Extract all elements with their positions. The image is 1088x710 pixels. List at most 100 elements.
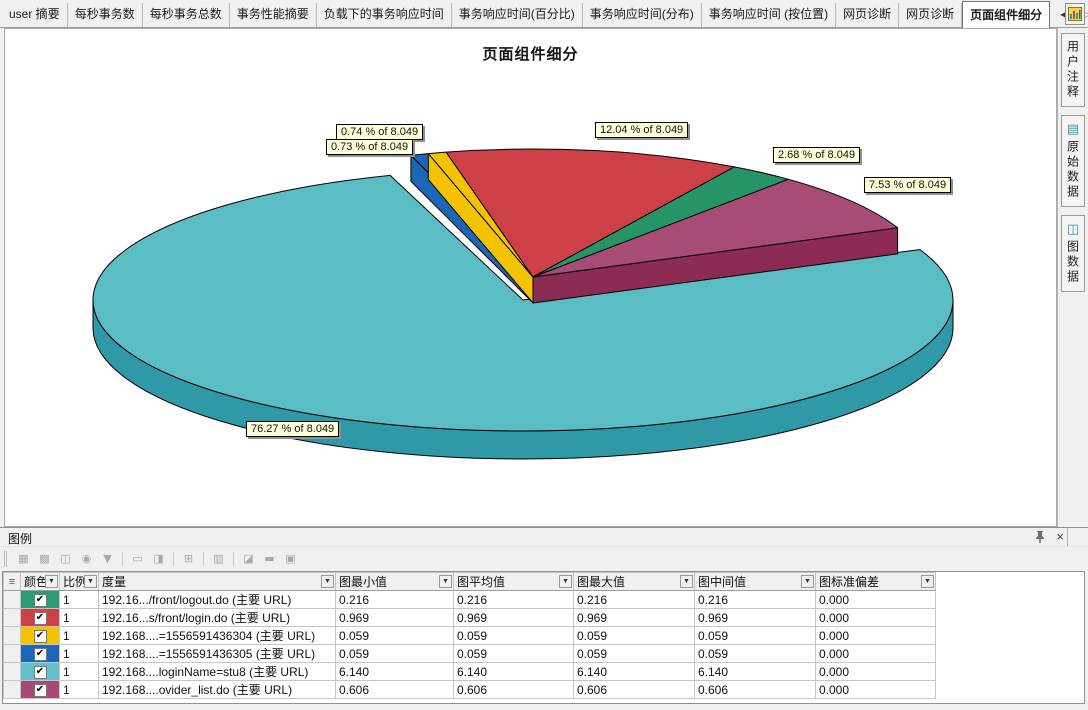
cell-median: 0.606: [694, 680, 816, 699]
row-checkbox[interactable]: ✔: [33, 593, 47, 607]
tab-total-transactions-per-second[interactable]: 每秒事务总数: [143, 3, 230, 27]
cell-stddev: 0.000: [815, 590, 936, 609]
row-checkbox[interactable]: ✔: [33, 629, 47, 643]
checkmark-icon: ✔: [35, 684, 45, 696]
checkmark-icon: ✔: [35, 648, 45, 660]
legend-toolbar-icon[interactable]: ▥: [213, 551, 224, 565]
tab-page-component-breakdown[interactable]: 页面组件细分: [962, 1, 1051, 28]
column-header-graph-min[interactable]: 图最小值 ▼: [335, 572, 454, 591]
column-header-graph-stddev[interactable]: 图标准偏差 ▼: [815, 572, 936, 591]
side-tab-graph-data-label: 图数据: [1065, 240, 1080, 285]
column-header-scale[interactable]: 比例 ▼: [59, 572, 99, 591]
color-swatch: ✔: [20, 662, 60, 681]
filter-dropdown-icon[interactable]: ▼: [801, 575, 814, 588]
row-selector[interactable]: [3, 608, 21, 627]
tab-transactions-per-second[interactable]: 每秒事务数: [68, 3, 143, 27]
filter-dropdown-icon[interactable]: ▼: [559, 575, 572, 588]
table-row: ✔ 1 192.168....ovider_list.do (主要 URL) 0…: [3, 680, 936, 699]
row-selector[interactable]: [3, 590, 21, 609]
row-checkbox[interactable]: ✔: [33, 647, 47, 661]
graph-tab-bar: user 摘要 每秒事务数 每秒事务总数 事务性能摘要 负载下的事务响应时间 事…: [0, 0, 1088, 28]
legend-toolbar-icon[interactable]: ◪: [243, 551, 254, 565]
cell-min: 6.140: [335, 662, 454, 681]
filter-dropdown-icon[interactable]: ▼: [84, 575, 97, 588]
row-checkbox[interactable]: ✔: [33, 665, 47, 679]
side-tab-graph-data[interactable]: ◫ 图数据: [1061, 215, 1085, 292]
graph-list-icon[interactable]: [1065, 3, 1085, 25]
side-tab-raw-data[interactable]: ▤ 原始数据: [1061, 115, 1085, 207]
column-header-measure[interactable]: 度量 ▼: [98, 572, 336, 591]
row-selector-icon[interactable]: ≡: [3, 572, 21, 591]
legend-close-icon[interactable]: ×: [1056, 529, 1064, 544]
legend-titlebar: 图例 ×: [0, 528, 1088, 546]
row-selector[interactable]: [3, 680, 21, 699]
row-checkbox[interactable]: ✔: [33, 611, 47, 625]
checkmark-icon: ✔: [35, 594, 45, 606]
tab-user-summary[interactable]: user 摘要: [2, 3, 68, 27]
legend-toolbar-icon[interactable]: ◫: [60, 551, 71, 565]
legend-toolbar-icon[interactable]: ▩: [39, 551, 50, 565]
column-header-color[interactable]: 颜色 ▼: [20, 572, 60, 591]
row-selector[interactable]: [3, 626, 21, 645]
tab-transaction-performance-summary[interactable]: 事务性能摘要: [230, 3, 317, 27]
row-selector[interactable]: [3, 662, 21, 681]
row-selector[interactable]: [3, 644, 21, 663]
pie-slice-stu8[interactable]: [92, 174, 954, 432]
toolbar-grip[interactable]: [4, 550, 7, 567]
tab-transaction-response-under-load[interactable]: 负载下的事务响应时间: [317, 3, 452, 27]
cell-median: 0.216: [694, 590, 816, 609]
legend-table: ≡ 颜色 ▼ 比例 ▼ 度量 ▼ 图最小值 ▼ 图平均值 ▼ 图最大值 ▼ 图中间值 ▼ 图标…: [3, 572, 936, 699]
cell-max: 6.140: [573, 662, 695, 681]
cell-min: 0.969: [335, 608, 454, 627]
cell-stddev: 0.000: [815, 644, 936, 663]
checkmark-icon: ✔: [35, 630, 45, 642]
column-header-graph-max[interactable]: 图最大值 ▼: [573, 572, 695, 591]
checkmark-icon: ✔: [35, 612, 45, 624]
legend-header-row: ≡ 颜色 ▼ 比例 ▼ 度量 ▼ 图最小值 ▼ 图平均值 ▼ 图最大值 ▼ 图中间值 ▼ 图标…: [3, 572, 936, 591]
filter-dropdown-icon[interactable]: ▼: [439, 575, 452, 588]
column-header-graph-median[interactable]: 图中间值 ▼: [694, 572, 816, 591]
pin-icon[interactable]: [1034, 530, 1046, 544]
tab-scroll-left-icon[interactable]: ◀: [1060, 7, 1069, 21]
cell-median: 6.140: [694, 662, 816, 681]
legend-toolbar-icon[interactable]: ▬: [264, 551, 275, 565]
filter-dropdown-icon[interactable]: ▼: [45, 575, 58, 588]
color-swatch: ✔: [20, 608, 60, 627]
legend-toolbar-icon[interactable]: ▦: [18, 551, 29, 565]
legend-toolbar-icon[interactable]: ⊞: [183, 551, 194, 565]
filter-dropdown-icon[interactable]: ▼: [921, 575, 934, 588]
tab-transaction-response-percentile[interactable]: 事务响应时间(百分比): [452, 3, 583, 27]
cell-max: 0.216: [573, 590, 695, 609]
legend-toolbar-icon[interactable]: ◉: [81, 551, 92, 565]
color-swatch: ✔: [20, 680, 60, 699]
cell-measure: 192.16.../front/logout.do (主要 URL): [98, 590, 336, 609]
legend-toolbar-icon[interactable]: ▭: [132, 551, 143, 565]
legend-toolbar-icon[interactable]: ▣: [285, 551, 296, 565]
color-swatch: ✔: [20, 590, 60, 609]
cell-stddev: 0.000: [815, 662, 936, 681]
tab-transaction-response-by-location[interactable]: 事务响应时间 (按位置): [702, 3, 837, 27]
tab-transaction-response-distribution[interactable]: 事务响应时间(分布): [583, 3, 702, 27]
side-tab-raw-data-label: 原始数据: [1065, 140, 1080, 200]
pie-slice-provider-list[interactable]: [532, 178, 899, 278]
mini-chart-icon: [1068, 7, 1082, 21]
cell-min: 0.606: [335, 680, 454, 699]
cell-max: 0.059: [573, 644, 695, 663]
pie-slice-login[interactable]: [445, 148, 735, 278]
filter-dropdown-icon[interactable]: ▼: [680, 575, 693, 588]
tab-web-page-diagnostics-1[interactable]: 网页诊断: [836, 3, 900, 27]
filter-dropdown-icon[interactable]: ▼: [321, 575, 334, 588]
legend-panel: 图例 × ▦ ▩ ◫ ◉ ▼ ▭ ◨ ⊞ ▥ ◪ ▬ ▣: [0, 527, 1088, 710]
chart-panel: 页面组件细分 0.74 % of 8.049 0.73 % of 8.049 1…: [4, 28, 1057, 527]
cell-scale: 1: [59, 590, 99, 609]
column-header-graph-avg[interactable]: 图平均值 ▼: [453, 572, 574, 591]
tab-web-page-diagnostics-2[interactable]: 网页诊断: [899, 3, 963, 27]
table-row: ✔ 1 192.16...s/front/login.do (主要 URL) 0…: [3, 608, 936, 627]
table-row: ✔ 1 192.168....=1556591436304 (主要 URL) 0…: [3, 626, 936, 645]
legend-toolbar-icon[interactable]: ◨: [153, 551, 164, 565]
side-tab-user-notes[interactable]: 用户注释: [1061, 33, 1085, 107]
legend-toolbar-icon[interactable]: ▼: [103, 551, 112, 565]
color-swatch: ✔: [20, 626, 60, 645]
row-checkbox[interactable]: ✔: [33, 683, 47, 697]
cell-avg: 6.140: [453, 662, 574, 681]
